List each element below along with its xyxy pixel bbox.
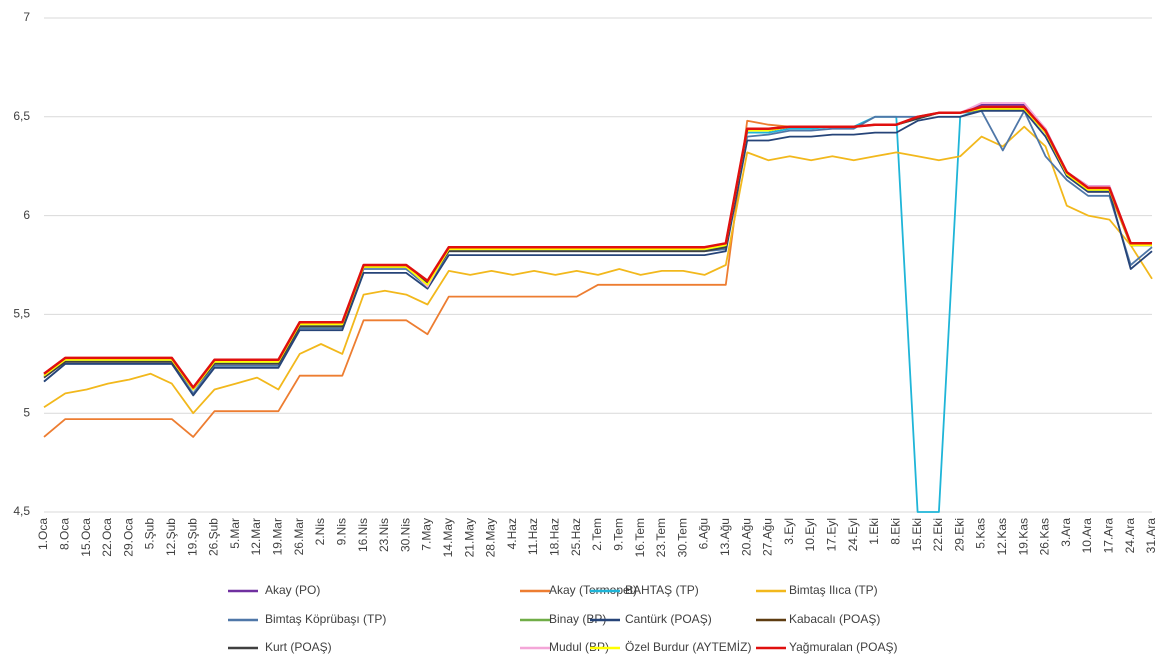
x-tick-label: 12.Mar bbox=[249, 518, 263, 555]
series-line bbox=[43, 102, 1152, 389]
legend-label: Özel Burdur (AYTEMİZ) bbox=[625, 640, 751, 654]
x-tick-label: 20.Ağu bbox=[739, 518, 753, 556]
series-line bbox=[43, 105, 1152, 389]
legend-label: Kabacalı (POAŞ) bbox=[789, 612, 880, 626]
y-tick-label: 6 bbox=[23, 208, 30, 222]
x-tick-label: 17.Eyl bbox=[825, 518, 839, 551]
x-tick-label: 5.Kas bbox=[974, 518, 988, 549]
x-tick-label: 15.Eki bbox=[910, 518, 924, 551]
x-tick-label: 19.Kas bbox=[1016, 518, 1030, 555]
x-tick-label: 19.Şub bbox=[185, 518, 199, 556]
x-tick-label: 24.Ara bbox=[1123, 518, 1137, 554]
legend-item: Özel Burdur (AYTEMİZ) bbox=[590, 640, 751, 654]
x-tick-label: 5.Mar bbox=[228, 518, 242, 549]
legend-item: Akay (PO) bbox=[228, 583, 320, 597]
legend-item: Cantürk (POAŞ) bbox=[590, 612, 712, 626]
x-tick-label: 1.Oca bbox=[36, 518, 50, 550]
series-line bbox=[43, 106, 1152, 438]
series-line bbox=[43, 110, 1153, 397]
x-tick-label: 19.Mar bbox=[271, 518, 285, 555]
x-tick-label: 2.Tem bbox=[590, 518, 604, 551]
x-tick-label: 10.Ara bbox=[1080, 518, 1094, 554]
series-line bbox=[43, 108, 1152, 513]
x-tick-label: 28.May bbox=[484, 518, 498, 557]
x-tick-label: 12.Kas bbox=[995, 518, 1009, 555]
x-tick-label: 13.Ağu bbox=[718, 518, 732, 556]
x-tick-label: 25.Haz bbox=[569, 518, 583, 556]
y-tick-label: 4,5 bbox=[13, 504, 30, 518]
y-tick-label: 5 bbox=[23, 405, 30, 419]
x-tick-label: 10.Eyl bbox=[803, 518, 817, 551]
legend-label: Akay (PO) bbox=[265, 583, 320, 597]
x-tick-label: 6.Ağu bbox=[697, 518, 711, 549]
x-tick-label: 29.Oca bbox=[121, 518, 135, 557]
x-tick-label: 26.Mar bbox=[292, 518, 306, 555]
legend-label: Bimtaş Ilıca (TP) bbox=[789, 583, 878, 597]
legend-item: Mudul (BP) bbox=[520, 640, 609, 654]
legend-label: BAHTAŞ (TP) bbox=[625, 583, 699, 597]
series-line bbox=[43, 108, 1152, 391]
x-tick-label: 16.Tem bbox=[633, 518, 647, 557]
x-tick-label: 30.Tem bbox=[675, 518, 689, 557]
x-tick-label: 3.Ara bbox=[1059, 518, 1073, 547]
legend-item: Yağmuralan (POAŞ) bbox=[756, 640, 898, 654]
x-tick-label: 27.Ağu bbox=[761, 518, 775, 556]
x-tick-label: 1.Eki bbox=[867, 518, 881, 545]
x-tick-label: 3.Eyl bbox=[782, 518, 796, 545]
x-tick-label: 9.Tem bbox=[611, 518, 625, 551]
x-tick-label: 5.Şub bbox=[143, 518, 157, 550]
x-tick-label: 18.Haz bbox=[548, 518, 562, 556]
x-tick-label: 29.Eki bbox=[952, 518, 966, 551]
x-tick-label: 14.May bbox=[441, 518, 455, 557]
x-tick-label: 22.Oca bbox=[100, 518, 114, 557]
x-tick-label: 11.Haz bbox=[526, 518, 540, 555]
x-tick-label: 4.Haz bbox=[505, 518, 519, 549]
x-tick-label: 21.May bbox=[462, 518, 476, 557]
x-tick-label: 24.Eyl bbox=[846, 518, 860, 551]
x-tick-label: 12.Şub bbox=[164, 518, 178, 556]
legend-label: Kurt (POAŞ) bbox=[265, 640, 332, 654]
x-tick-label: 7.May bbox=[420, 518, 434, 551]
legend-item: BAHTAŞ (TP) bbox=[590, 583, 699, 597]
x-tick-label: 16.Nis bbox=[356, 518, 370, 552]
x-tick-label: 8.Eki bbox=[888, 518, 902, 545]
legend-item: Kabacalı (POAŞ) bbox=[756, 612, 880, 626]
x-tick-label: 2.Nis bbox=[313, 518, 327, 545]
x-tick-label: 22.Eki bbox=[931, 518, 945, 551]
legend-label: Yağmuralan (POAŞ) bbox=[789, 640, 898, 654]
series-line bbox=[43, 110, 1153, 395]
x-tick-label: 26.Şub bbox=[207, 518, 221, 556]
legend-item: Binay (BP) bbox=[520, 612, 606, 626]
legend-item: Kurt (POAŞ) bbox=[228, 640, 332, 654]
legend-item: Bimtaş Ilıca (TP) bbox=[756, 583, 878, 597]
series-line bbox=[43, 125, 1153, 415]
x-tick-label: 23.Tem bbox=[654, 518, 668, 557]
y-tick-label: 5,5 bbox=[13, 307, 30, 321]
legend-label: Cantürk (POAŞ) bbox=[625, 612, 712, 626]
x-tick-label: 8.Oca bbox=[57, 518, 71, 550]
x-tick-label: 26.Kas bbox=[1038, 518, 1052, 555]
x-tick-label: 9.Nis bbox=[334, 518, 348, 545]
x-tick-label: 15.Oca bbox=[79, 518, 93, 557]
legend-label: Bimtaş Köprübaşı (TP) bbox=[265, 612, 386, 626]
x-tick-label: 31.Ara bbox=[1144, 518, 1158, 554]
legend-label: Mudul (BP) bbox=[549, 640, 609, 654]
x-tick-label: 30.Nis bbox=[398, 518, 412, 552]
x-tick-label: 17.Ara bbox=[1102, 518, 1116, 554]
x-tick-label: 23.Nis bbox=[377, 518, 391, 552]
legend-label: Binay (BP) bbox=[549, 612, 606, 626]
y-tick-label: 6,5 bbox=[13, 109, 30, 123]
legend-item: Bimtaş Köprübaşı (TP) bbox=[228, 612, 386, 626]
y-tick-label: 7 bbox=[23, 10, 30, 24]
